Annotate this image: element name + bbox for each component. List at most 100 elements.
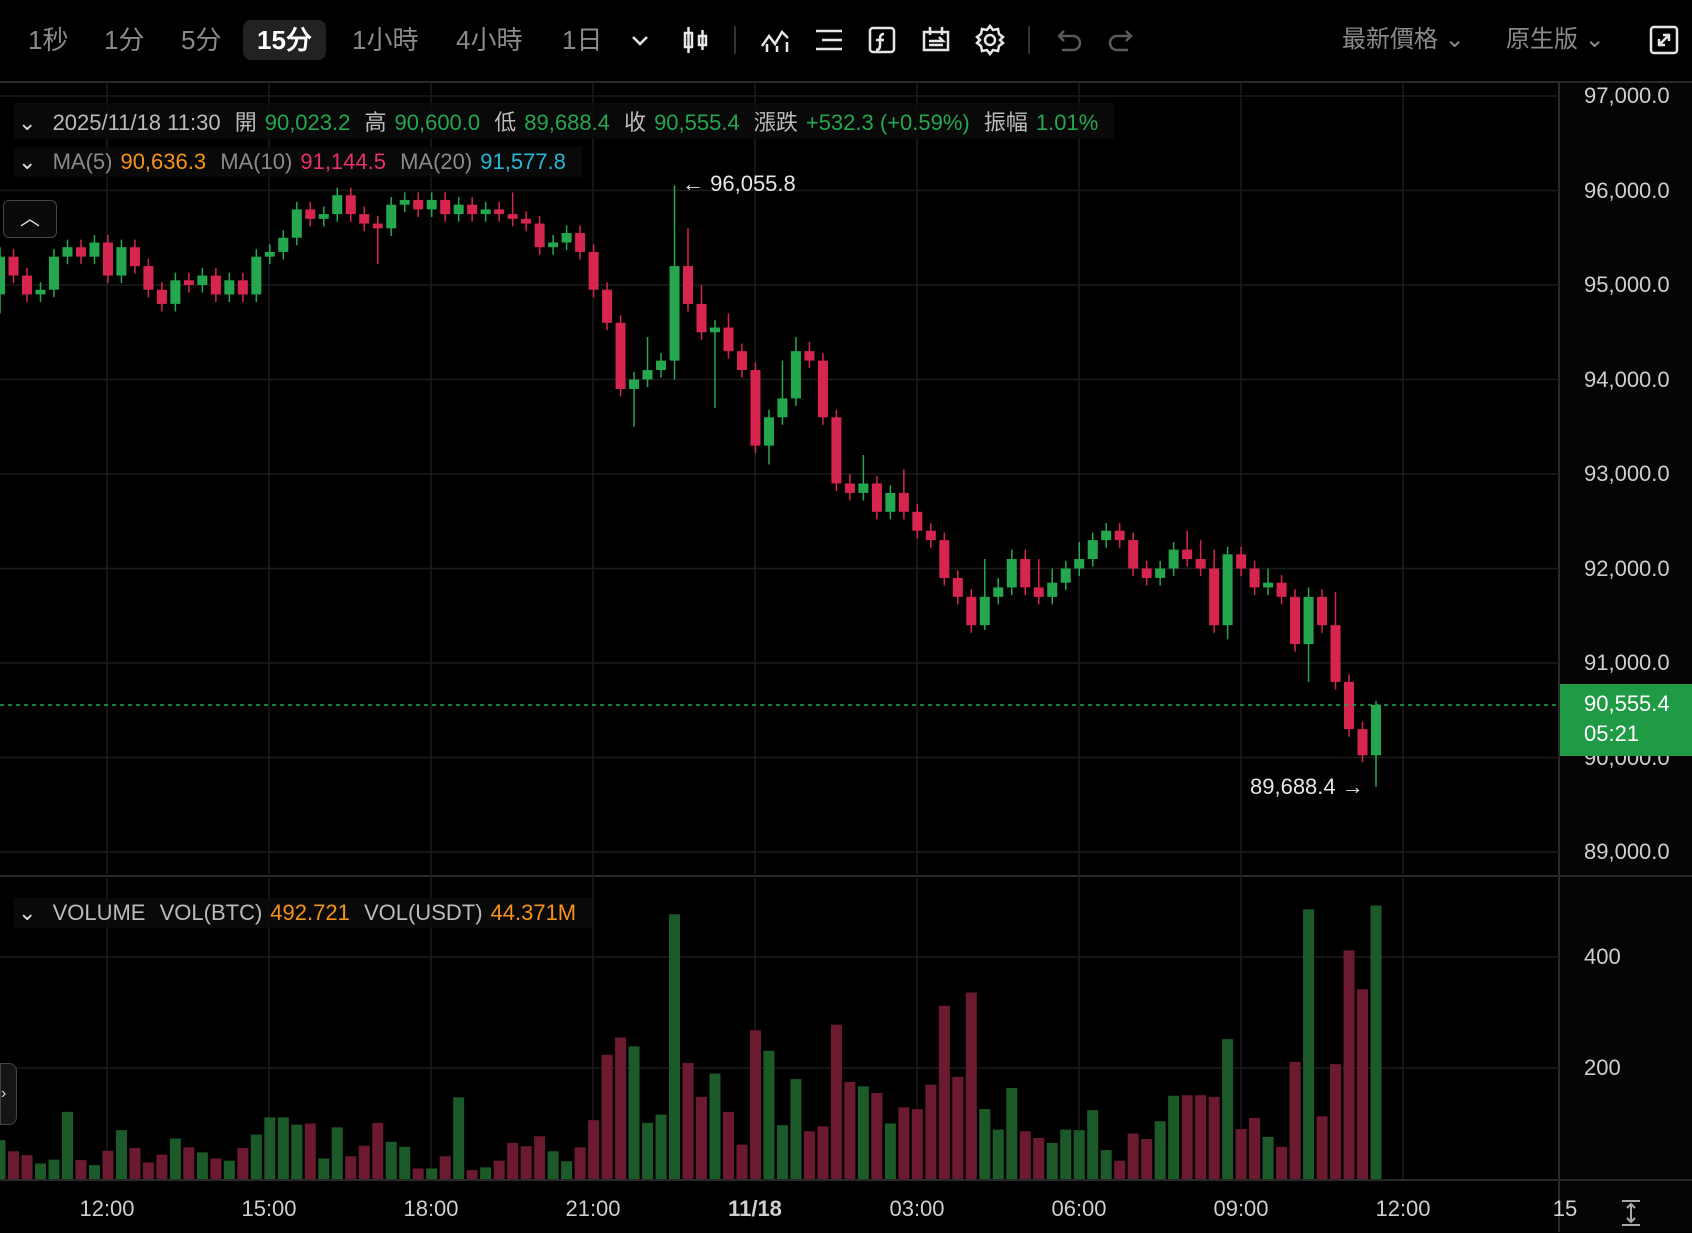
collapse-chevron-icon[interactable]: ⌄	[18, 900, 37, 925]
timeframe-1h[interactable]: 1小時	[352, 25, 419, 55]
candle-body	[305, 209, 316, 219]
candle-body	[8, 256, 19, 276]
volume-bar	[493, 1160, 505, 1179]
volume-bar	[223, 1160, 235, 1179]
candle-body	[399, 199, 410, 205]
volume-bar	[925, 1084, 937, 1179]
candle-body	[696, 303, 707, 333]
price-tick-label: 96,000.0	[1584, 177, 1670, 203]
drawing-tools-icon[interactable]	[811, 22, 847, 58]
chart-mode-dropdown[interactable]: 原生版 ⌄	[1506, 20, 1605, 60]
volume-bar	[291, 1124, 303, 1179]
volume-bar	[628, 1046, 640, 1179]
timeframe-1s[interactable]: 1秒	[28, 25, 69, 55]
candle-body	[723, 327, 734, 352]
volume-bar	[952, 1076, 964, 1179]
chevron-down-icon[interactable]	[622, 22, 658, 58]
candle-body	[1074, 559, 1085, 569]
volume-bar	[1330, 1064, 1342, 1179]
volume-bar	[1235, 1129, 1247, 1179]
volume-bar	[1060, 1129, 1072, 1179]
volume-bar	[1046, 1142, 1058, 1179]
price-tick-label: 94,000.0	[1584, 366, 1670, 392]
candle-body	[332, 195, 343, 215]
indicators-icon[interactable]	[757, 22, 793, 58]
candle-body	[1182, 549, 1193, 560]
collapse-chevron-icon[interactable]: ⌄	[18, 149, 37, 174]
volume-bar	[561, 1161, 573, 1179]
auto-scale-icon[interactable]	[1616, 1198, 1646, 1228]
price-type-dropdown[interactable]: 最新價格 ⌄	[1342, 20, 1465, 60]
open-value: 90,023.2	[264, 110, 351, 135]
settings-icon[interactable]	[972, 22, 1008, 58]
candle-type-icon[interactable]	[678, 22, 714, 58]
candle-body	[548, 242, 559, 248]
volume-bar	[264, 1117, 276, 1179]
candle-countdown: 05:21	[1584, 721, 1640, 746]
volume-bar	[102, 1150, 114, 1179]
volume-bar	[156, 1154, 168, 1179]
candle-body	[1290, 596, 1301, 645]
formula-icon[interactable]	[864, 22, 900, 58]
volume-bar	[547, 1151, 559, 1179]
volume-bar	[857, 1086, 869, 1179]
volume-bar	[237, 1147, 249, 1179]
expand-sidebar-button[interactable]: ›	[0, 1063, 17, 1125]
timeframe-1m[interactable]: 1分	[104, 25, 145, 55]
price-tick-label: 93,000.0	[1584, 461, 1670, 486]
open-label: 開	[234, 110, 257, 135]
fullscreen-icon[interactable]	[1646, 22, 1682, 58]
time-tick-label: 03:00	[889, 1196, 945, 1221]
candle-body	[1263, 582, 1274, 588]
candle-body	[602, 289, 613, 323]
high-annotation-value: 96,055.8	[710, 171, 796, 196]
volume-bar	[1006, 1087, 1018, 1179]
toolbar-divider	[1028, 26, 1030, 54]
timeframe-5m[interactable]: 5分	[181, 25, 222, 55]
timeframe-15m[interactable]: 15分	[243, 20, 326, 60]
price-tick-label: 95,000.0	[1584, 272, 1670, 297]
price-tick-label: 92,000.0	[1584, 555, 1670, 581]
volume-bar	[358, 1145, 370, 1179]
candle-body	[1087, 540, 1098, 560]
candle-body	[588, 251, 599, 290]
volume-bar	[1208, 1096, 1220, 1179]
candle-body	[440, 199, 451, 215]
ma20-label: MA(20)	[400, 149, 473, 174]
volume-bar	[1181, 1095, 1193, 1179]
timeframe-1d[interactable]: 1日	[562, 25, 603, 55]
volume-bar	[1168, 1095, 1180, 1179]
volume-bar	[399, 1146, 411, 1179]
volume-bar	[669, 914, 681, 1179]
volume-bar	[776, 1125, 788, 1179]
volume-bar	[803, 1131, 815, 1179]
timeframe-4h[interactable]: 4小時	[456, 25, 523, 55]
candle-body	[480, 209, 491, 215]
time-tick-label: 11/18	[728, 1196, 782, 1221]
time-tick-label: 15	[1552, 1196, 1578, 1221]
redo-icon[interactable]	[1104, 22, 1140, 58]
candle-body	[993, 587, 1004, 597]
candle-body	[224, 280, 235, 295]
volume-bar	[898, 1107, 910, 1179]
collapse-legend-button[interactable]: ︿	[3, 200, 57, 238]
candle-body	[736, 351, 747, 371]
volume-bar	[304, 1123, 316, 1179]
undo-icon[interactable]	[1050, 22, 1086, 58]
volume-bar	[21, 1155, 33, 1179]
price-tick-label: 91,000.0	[1584, 650, 1670, 675]
high-annotation: ← 96,055.8	[682, 171, 796, 196]
time-tick-label: 15:00	[241, 1196, 297, 1221]
candle-body	[1276, 582, 1287, 597]
volume-bar	[466, 1170, 478, 1179]
high-value: 90,600.0	[394, 110, 481, 135]
candle-body	[534, 223, 545, 248]
collapse-chevron-icon[interactable]: ⌄	[18, 110, 37, 135]
candle-body	[494, 209, 505, 215]
volume-bar	[696, 1096, 707, 1179]
candle-body	[1249, 568, 1260, 588]
compare-icon[interactable]	[918, 22, 954, 58]
candle-body	[345, 195, 356, 215]
volume-bar	[938, 1005, 950, 1179]
